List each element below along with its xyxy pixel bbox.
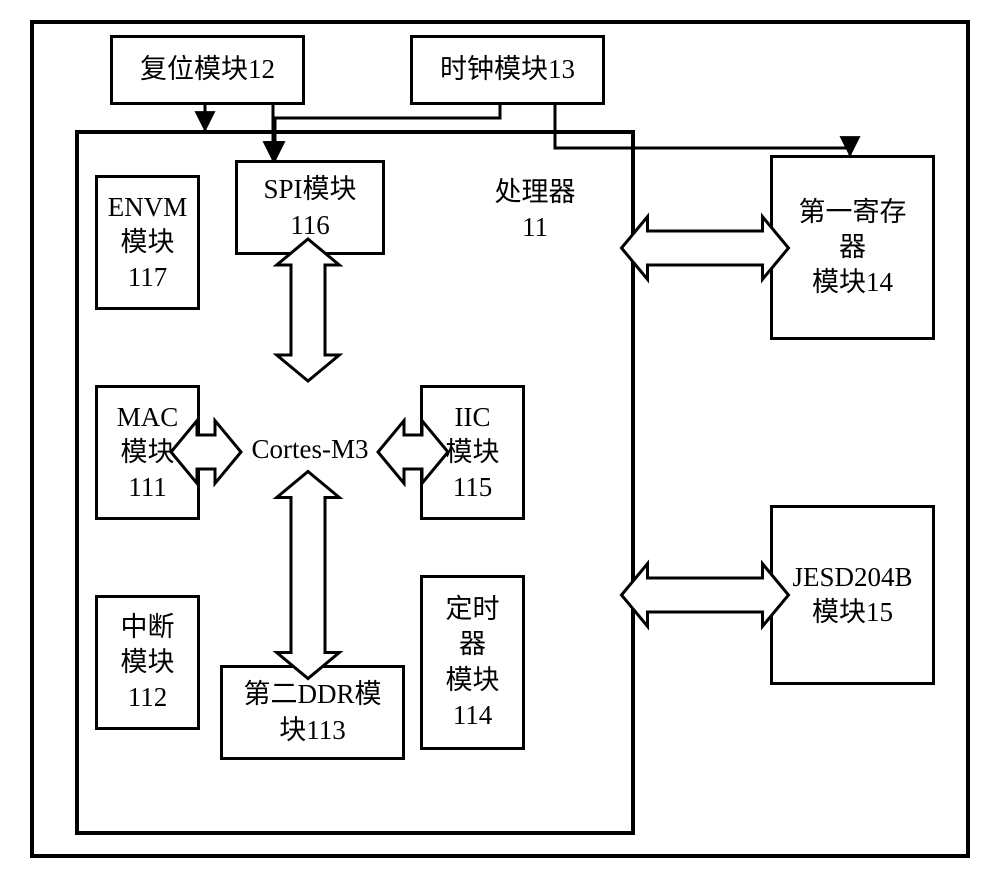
node-iic-label: IIC 模块 115	[446, 400, 500, 505]
node-jesd: JESD204B 模块15	[770, 505, 935, 685]
node-clock-label: 时钟模块13	[440, 52, 575, 87]
node-int-label: 中断 模块 112	[121, 610, 175, 715]
node-timer: 定时 器 模块 114	[420, 575, 525, 750]
node-spi: SPI模块 116	[235, 160, 385, 255]
node-envm: ENVM 模块 117	[95, 175, 200, 310]
node-mac: MAC 模块 111	[95, 385, 200, 520]
node-reg1-label: 第一寄存 器 模块14	[799, 195, 907, 300]
node-iic: IIC 模块 115	[420, 385, 525, 520]
node-cortex: Cortes-M3	[215, 420, 405, 480]
node-ddr2: 第二DDR模 块113	[220, 665, 405, 760]
node-cortex-label: Cortes-M3	[252, 432, 369, 467]
node-jesd-label: JESD204B 模块15	[792, 560, 912, 630]
node-proc_lbl-label: 处理器 11	[495, 175, 576, 245]
node-int: 中断 模块 112	[95, 595, 200, 730]
node-spi-label: SPI模块 116	[263, 172, 356, 242]
node-ddr2-label: 第二DDR模 块113	[243, 677, 381, 747]
node-envm-label: ENVM 模块 117	[108, 190, 188, 295]
node-reg1: 第一寄存 器 模块14	[770, 155, 935, 340]
node-reset-label: 复位模块12	[140, 52, 275, 87]
node-clock: 时钟模块13	[410, 35, 605, 105]
node-timer-label: 定时 器 模块 114	[446, 592, 500, 732]
node-mac-label: MAC 模块 111	[117, 400, 179, 505]
node-proc_lbl: 处理器 11	[465, 170, 605, 250]
node-reset: 复位模块12	[110, 35, 305, 105]
